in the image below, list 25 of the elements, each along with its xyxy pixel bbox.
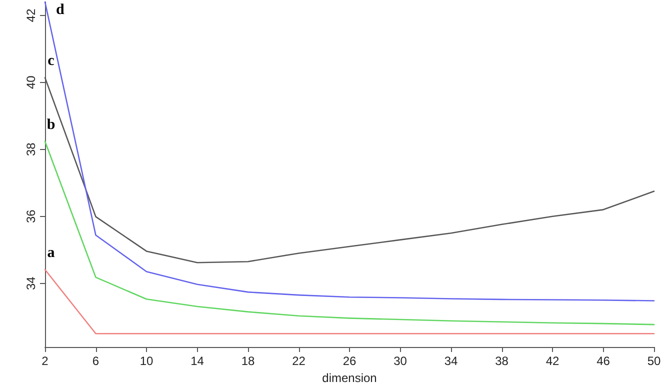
y-tick-label: 36 [24,209,38,224]
x-tick-label: 50 [647,354,661,368]
x-tick-label: 34 [444,354,458,368]
x-tick-label: 14 [190,354,204,368]
x-tick-label: 46 [596,354,610,368]
series-label: a [47,245,56,262]
y-tick-label: 40 [24,75,38,90]
line-series [44,1,655,302]
line-series [44,140,655,326]
x-tick-label: 6 [92,354,100,368]
y-tick-label: 42 [24,8,38,22]
x-tick-label: 30 [394,354,408,368]
x-tick-label: 10 [140,354,154,368]
x-tick-label: 26 [342,354,356,368]
series-label: c [48,53,55,70]
x-tick-label: 38 [495,354,509,368]
y-tick-label: 34 [24,276,38,290]
x-axis-title: dimension [322,370,377,385]
series-label: d [56,2,65,18]
x-tick-label: 42 [546,354,560,368]
x-tick-label: 18 [241,354,255,368]
x-tick-label: 2 [42,354,49,368]
y-tick-label: 38 [24,142,38,156]
x-tick-label: 22 [292,354,306,368]
series-label: b [46,116,56,133]
